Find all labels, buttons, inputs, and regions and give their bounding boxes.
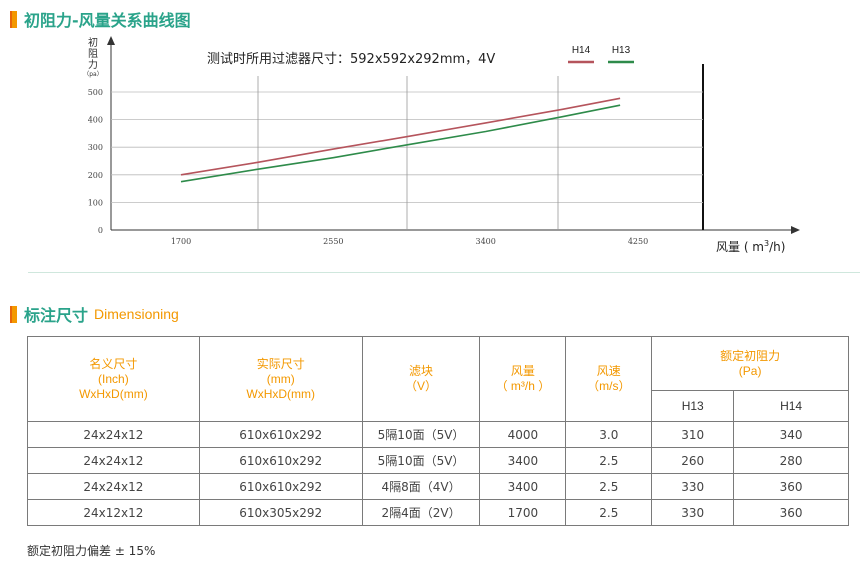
tolerance-note: 额定初阻力偏差 ± 15% xyxy=(27,544,156,558)
dimensioning-title: 标注尺寸 xyxy=(24,306,89,325)
y-tick-label: 200 xyxy=(88,171,103,180)
cell-resistance-h14: 360 xyxy=(733,473,849,500)
cell-velocity: 2.5 xyxy=(565,473,653,500)
header-nominal-size: 名义尺寸 (Inch) WxHxD(mm) xyxy=(27,336,200,422)
y-axis-label-2: 阻 xyxy=(88,48,98,60)
x-tick-labels: 1700 2550 3400 4250 xyxy=(171,237,648,246)
cell-nominal-size: 24x24x12 xyxy=(27,473,200,500)
cell-airflow: 4000 xyxy=(479,421,567,448)
cell-filter-pack: 4隔8面（4V） xyxy=(361,473,481,500)
legend-label-h14: H14 xyxy=(572,45,591,56)
cell-actual-size: 610x610x292 xyxy=(198,447,363,474)
x-axis-arrow xyxy=(791,226,800,234)
table-row: 24x24x12 610x610x292 4隔8面（4V） 3400 2.5 330 360 xyxy=(27,473,849,500)
header-h14: H14 xyxy=(733,390,849,422)
table-row: 24x12x12 610x305x292 2隔4面（2V） 1700 2.5 330 360 xyxy=(27,499,849,526)
cell-resistance-h14: 360 xyxy=(733,499,849,526)
x-tick-label: 2550 xyxy=(323,237,343,246)
cell-nominal-size: 24x12x12 xyxy=(27,499,200,526)
y-tick-labels: 0 100 200 300 400 500 xyxy=(88,88,103,235)
x-tick-label: 4250 xyxy=(628,237,648,246)
table-row: 24x24x12 610x610x292 5隔10面（5V） 3400 2.5 260 28… xyxy=(27,447,849,474)
cell-nominal-size: 24x24x12 xyxy=(27,447,200,474)
y-tick-label: 400 xyxy=(88,116,103,125)
series-lines xyxy=(180,97,621,183)
chart-title: 测试时所用过滤器尺寸：592x592x292mm，4V xyxy=(207,52,495,67)
section-title-dimensioning: 标注尺寸 Dimensioning xyxy=(10,302,179,326)
x-axis-label: 风量 ( m3/h) xyxy=(716,239,785,254)
cell-resistance-h13: 330 xyxy=(651,473,735,500)
legend-label-h13: H13 xyxy=(612,45,631,56)
header-filter-pack: 滤块 （V） xyxy=(361,336,481,422)
y-axis-label-1: 初 xyxy=(88,36,98,49)
cell-resistance-h13: 330 xyxy=(651,499,735,526)
table-row: 24x24x12 610x610x292 5隔10面（5V） 4000 3.0 310 34… xyxy=(27,421,849,448)
y-tick-label: 300 xyxy=(88,143,103,152)
cell-filter-pack: 5隔10面（5V） xyxy=(361,447,481,474)
title-marker xyxy=(10,305,17,323)
series-line-h14 xyxy=(180,97,621,176)
cell-nominal-size: 24x24x12 xyxy=(27,421,200,448)
header-velocity: 风速 （m/s） xyxy=(565,336,653,422)
y-tick-label: 100 xyxy=(88,198,103,207)
y-axis-label-unit: （pa） xyxy=(83,71,103,78)
chart-grid xyxy=(111,76,703,230)
dimensioning-title-en: Dimensioning xyxy=(94,306,179,322)
chart-section-title: 初阻力-风量关系曲线图 xyxy=(24,11,191,30)
section-divider xyxy=(28,272,860,273)
header-actual-size: 实际尺寸 (mm) WxHxD(mm) xyxy=(198,336,363,422)
title-marker xyxy=(10,10,17,28)
x-tick-label: 1700 xyxy=(171,237,191,246)
cell-resistance-h14: 340 xyxy=(733,421,849,448)
x-tick-label: 3400 xyxy=(475,237,495,246)
cell-airflow: 3400 xyxy=(479,473,567,500)
cell-actual-size: 610x610x292 xyxy=(198,421,363,448)
cell-actual-size: 610x610x292 xyxy=(198,473,363,500)
cell-velocity: 2.5 xyxy=(565,447,653,474)
cell-airflow: 3400 xyxy=(479,447,567,474)
y-tick-label: 500 xyxy=(88,88,103,97)
cell-filter-pack: 5隔10面（5V） xyxy=(361,421,481,448)
cell-resistance-h13: 310 xyxy=(651,421,735,448)
header-h13: H13 xyxy=(651,390,735,422)
cell-velocity: 2.5 xyxy=(565,499,653,526)
y-axis-arrow xyxy=(107,36,115,45)
header-rated-resistance: 额定初阻力 (Pa) xyxy=(651,336,849,391)
cell-filter-pack: 2隔4面（2V） xyxy=(361,499,481,526)
cell-resistance-h13: 260 xyxy=(651,447,735,474)
y-axis-label-3: 力 xyxy=(88,58,98,71)
series-line-h13 xyxy=(180,104,621,183)
cell-actual-size: 610x305x292 xyxy=(198,499,363,526)
dimension-table: 名义尺寸 (Inch) WxHxD(mm) 实际尺寸 (mm) WxHxD(mm… xyxy=(27,336,849,526)
cell-airflow: 1700 xyxy=(479,499,567,526)
section-title-chart: 初阻力-风量关系曲线图 xyxy=(10,7,191,31)
y-tick-label: 0 xyxy=(98,226,103,235)
cell-velocity: 3.0 xyxy=(565,421,653,448)
cell-resistance-h14: 280 xyxy=(733,447,849,474)
header-airflow: 风量 （ m³/h ） xyxy=(479,336,567,422)
